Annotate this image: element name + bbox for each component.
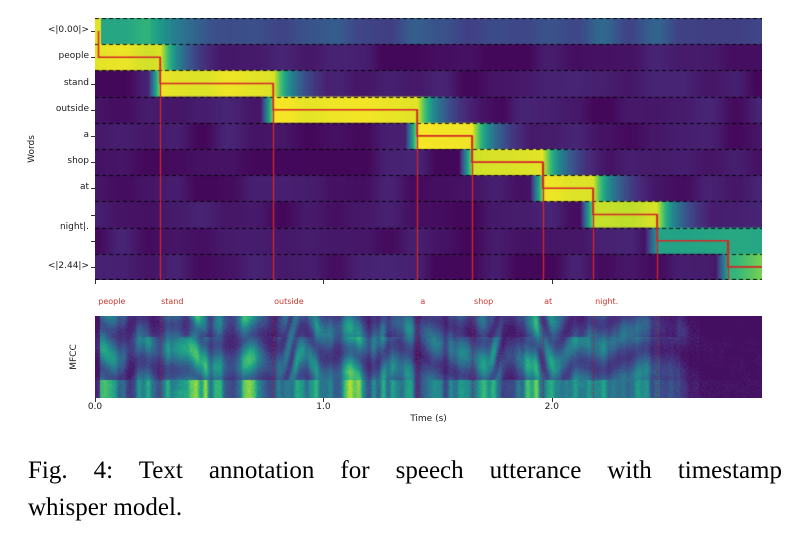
caption-line-1: Fig. 4: Text annotation for speech utter… bbox=[28, 457, 782, 484]
time-tick-label: 2.0 bbox=[544, 402, 560, 412]
attn-ytick-mark bbox=[91, 57, 95, 59]
attn-ytick-label: <|0.00|> bbox=[47, 25, 89, 36]
time-tick-mark bbox=[551, 398, 553, 402]
attn-ytick-mark bbox=[91, 214, 95, 216]
time-tick-mark bbox=[95, 398, 96, 402]
mfcc-axis-label: MFCC bbox=[69, 344, 80, 370]
word-annotation: night. bbox=[595, 297, 619, 306]
attn-ytick-label: <|2.44|> bbox=[47, 260, 89, 271]
attn-ytick-mark bbox=[91, 266, 95, 268]
word-annotation: a bbox=[420, 297, 426, 306]
attn-ytick-mark bbox=[91, 31, 95, 33]
attn-ytick-label: shop bbox=[67, 156, 89, 167]
word-annotation-row: people stand outside a shop at night. bbox=[95, 297, 762, 310]
word-annotation: at bbox=[544, 297, 553, 306]
time-tick-label: 0.0 bbox=[87, 402, 103, 412]
attn-ytick-mark bbox=[91, 240, 95, 242]
attn-ytick-label: stand bbox=[63, 77, 89, 88]
figure-caption: Fig. 4: Text annotation for speech utter… bbox=[28, 452, 782, 526]
attn-ytick-label: at bbox=[79, 182, 89, 193]
word-annotation: shop bbox=[474, 297, 494, 306]
attn-xtick-mark bbox=[551, 280, 553, 284]
caption-line-2: whisper model. bbox=[28, 494, 183, 521]
attn-ytick-label: night|. bbox=[59, 221, 89, 232]
mfcc-axis-label-wrap: MFCC bbox=[66, 316, 82, 398]
attn-ytick-mark bbox=[91, 188, 95, 190]
time-tick-mark bbox=[323, 398, 325, 402]
attention-heatmap-canvas bbox=[95, 18, 762, 280]
attn-ytick-mark bbox=[91, 83, 95, 85]
attn-ytick-label: outside bbox=[55, 103, 89, 114]
attn-xtick-mark bbox=[323, 280, 325, 284]
attn-ytick-mark bbox=[91, 162, 95, 164]
time-axis-label: Time (s) bbox=[410, 414, 447, 424]
attn-ytick-mark bbox=[91, 135, 95, 137]
attn-ytick-mark bbox=[91, 109, 95, 111]
word-annotation: outside bbox=[274, 297, 304, 306]
attn-ytick-label: a bbox=[83, 129, 89, 140]
attn-xtick-mark bbox=[95, 280, 96, 284]
time-tick-labels: 0.0 1.0 2.0 bbox=[88, 402, 762, 414]
word-annotation: people bbox=[98, 297, 126, 306]
mfcc-spectrogram-canvas bbox=[95, 316, 762, 398]
word-annotation: stand bbox=[161, 297, 184, 306]
attn-ytick-label: people bbox=[58, 51, 89, 62]
attention-ytick-labels: <|0.00|> people stand outside a shop at night|.… bbox=[0, 18, 91, 280]
time-tick-label: 1.0 bbox=[316, 402, 331, 412]
